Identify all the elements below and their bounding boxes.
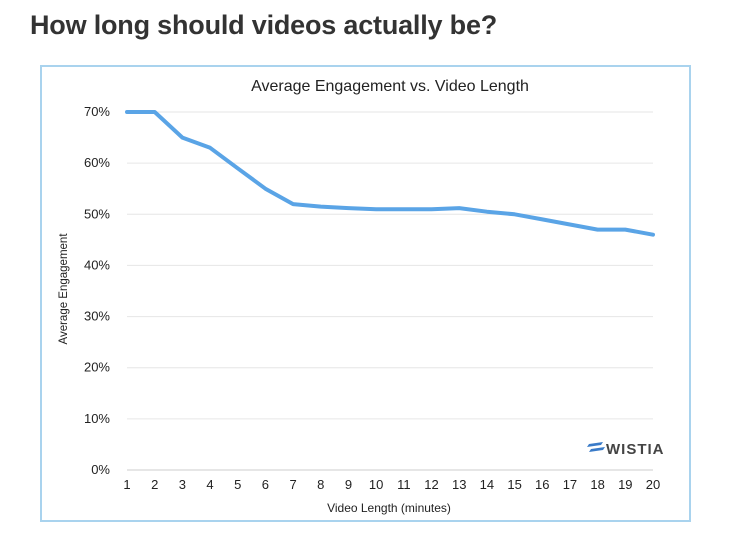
engagement-chart: Average Engagement vs. Video Length 0% 10… <box>58 78 665 515</box>
y-tick-label: 70% <box>84 104 110 119</box>
series-line <box>125 110 655 237</box>
x-tick-label: 12 <box>424 477 438 492</box>
wistia-logo-mark <box>587 442 605 452</box>
x-tick-label: 7 <box>289 477 296 492</box>
y-tick-label: 10% <box>84 411 110 426</box>
y-tick-label: 0% <box>91 462 110 477</box>
x-tick-label: 11 <box>397 477 411 492</box>
x-tick-label: 18 <box>590 477 604 492</box>
y-tick-label: 40% <box>84 257 110 272</box>
x-tick-label: 9 <box>345 477 352 492</box>
page-heading: How long should videos actually be? <box>30 10 498 40</box>
y-tick-label: 20% <box>84 360 110 375</box>
chart-title: Average Engagement vs. Video Length <box>251 78 529 95</box>
series-layer <box>125 110 655 237</box>
x-tick-label: 20 <box>646 477 660 492</box>
chart-frame: Average Engagement vs. Video Length 0% 10… <box>40 65 691 522</box>
x-tick-label: 17 <box>563 477 577 492</box>
x-tick-label: 6 <box>262 477 269 492</box>
wistia-logo: WISTIA <box>587 441 665 458</box>
x-tick-label: 8 <box>317 477 324 492</box>
wistia-logo-text: WISTIA <box>606 441 665 458</box>
x-axis-label: Video Length (minutes) <box>327 501 451 515</box>
y-tick-label: 50% <box>84 206 110 221</box>
y-tick-labels: 0% 10% 20% 30% 40% 50% 60% 70% <box>84 104 110 477</box>
x-tick-label: 1 <box>123 477 130 492</box>
y-tick-label: 30% <box>84 309 110 324</box>
x-tick-label: 5 <box>234 477 241 492</box>
grid-lines <box>127 111 653 471</box>
x-tick-label: 16 <box>535 477 549 492</box>
x-tick-label: 2 <box>151 477 158 492</box>
x-tick-labels: 1 2 3 4 5 6 7 8 9 10 11 12 13 14 15 16 17 18 19 20 <box>123 477 660 492</box>
x-tick-label: 15 <box>507 477 521 492</box>
y-axis-label: Average Engagement <box>58 233 70 345</box>
x-tick-label: 19 <box>618 477 632 492</box>
x-tick-label: 14 <box>480 477 494 492</box>
y-tick-label: 60% <box>84 155 110 170</box>
x-tick-label: 10 <box>369 477 383 492</box>
x-tick-label: 4 <box>206 477 213 492</box>
x-tick-label: 3 <box>179 477 186 492</box>
x-tick-label: 13 <box>452 477 466 492</box>
